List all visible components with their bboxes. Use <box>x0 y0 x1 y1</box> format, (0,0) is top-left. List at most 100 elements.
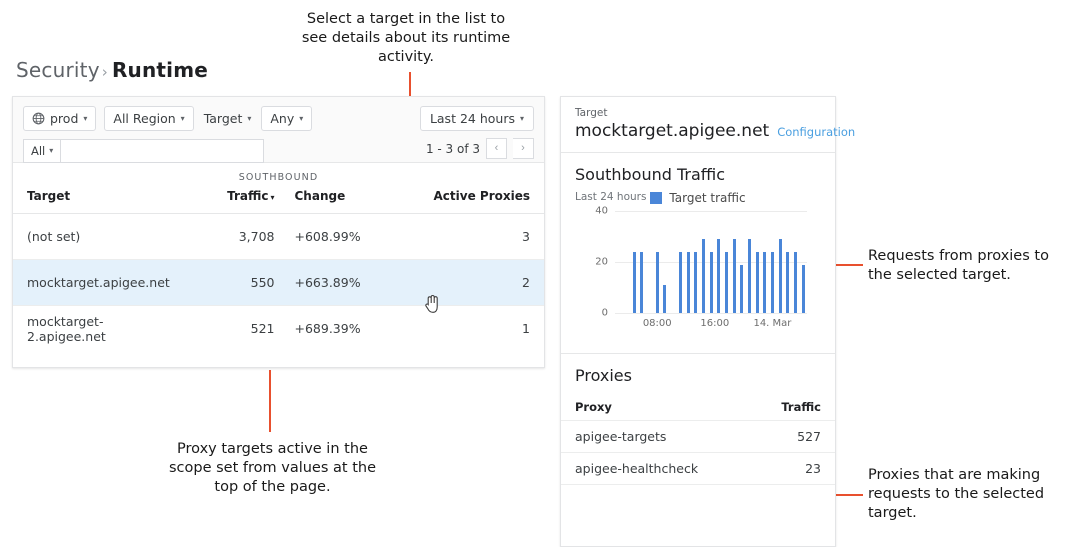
table-row[interactable]: mocktarget-2.apigee.net 521 +689.39% 1 <box>13 305 544 352</box>
filter-chip-row: prod ▾ All Region ▾ Target ▾ Any ▾ <box>23 106 534 131</box>
chart-bar-slot <box>615 211 623 313</box>
chart-bar <box>763 251 767 313</box>
southbound-traffic-title: Southbound Traffic <box>575 165 726 184</box>
y-axis-tick-0: 0 <box>601 307 608 319</box>
list-item[interactable]: apigee-targets 527 <box>561 421 835 453</box>
breadcrumb-parent[interactable]: Security <box>16 58 100 82</box>
chart-bar-slot <box>776 211 784 313</box>
detail-target-name: mocktarget.apigee.net <box>575 121 770 141</box>
y-axis-tick-20: 20 <box>595 256 608 268</box>
target-dimension-filter[interactable]: Target ▾ <box>202 106 254 131</box>
leader-line-proxies <box>836 494 863 496</box>
chart-bar-slot <box>692 211 700 313</box>
chart-bar <box>724 251 728 313</box>
globe-icon <box>32 112 45 125</box>
proxies-column-proxy: Proxy <box>575 400 612 414</box>
detail-title-row: mocktarget.apigee.net Configuration <box>575 121 855 141</box>
chart-bar <box>655 251 659 313</box>
scope-select[interactable]: All ▾ <box>23 139 61 163</box>
mouse-cursor-icon <box>424 294 440 314</box>
env-filter[interactable]: prod ▾ <box>23 106 97 131</box>
chart-bar <box>755 251 759 313</box>
chart-bar <box>686 251 690 313</box>
filter-bar: prod ▾ All Region ▾ Target ▾ Any ▾ <box>13 97 544 163</box>
chart-bar-slot <box>684 211 692 313</box>
annotation-requests-from-proxies: Requests from proxies to the selected ta… <box>868 248 1049 283</box>
sort-descending-icon: ▾ <box>270 193 275 202</box>
cell-target: (not set) <box>27 229 81 244</box>
chevron-down-icon: ▾ <box>49 146 54 155</box>
chart-bar <box>678 251 682 313</box>
chart-bar-slot <box>746 211 754 313</box>
table-row[interactable]: (not set) 3,708 +608.99% 3 <box>13 214 544 260</box>
x-axis-tick: 16:00 <box>700 318 730 329</box>
cell-change: +689.39% <box>278 305 412 352</box>
chart-bar-slot <box>661 211 669 313</box>
chart-bar-slot <box>630 211 638 313</box>
table-row[interactable]: mocktarget.apigee.net 550 +663.89% 2 <box>13 259 544 306</box>
chart-bar <box>732 239 736 313</box>
configuration-link[interactable]: Configuration <box>777 125 856 139</box>
chart-bar <box>701 239 705 313</box>
chart-bar-slot <box>784 211 792 313</box>
chart-bar <box>740 264 744 313</box>
pagination: 1 - 3 of 3 ‹ › <box>426 138 534 159</box>
cell-change: +608.99% <box>294 229 361 244</box>
x-axis-tick: 14. Mar <box>753 318 792 329</box>
chart-bar <box>709 251 713 313</box>
column-header-traffic[interactable]: Traffic ▾ <box>145 185 279 214</box>
chart-bar-slot <box>669 211 677 313</box>
search-input[interactable] <box>61 140 264 162</box>
group-header-southbound: SOUTHBOUND <box>238 172 319 183</box>
time-range-filter[interactable]: Last 24 hours ▾ <box>419 106 534 131</box>
chart-bar-slot <box>646 211 654 313</box>
chart-bars <box>615 211 807 313</box>
chart-bar-slot <box>730 211 738 313</box>
chart-bar <box>786 251 790 313</box>
cell-traffic: 550 <box>145 259 279 306</box>
time-range-label: Last 24 hours <box>429 111 515 126</box>
cell-target: mocktarget-2.apigee.net <box>13 305 146 352</box>
page-title: Runtime <box>111 58 209 82</box>
proxy-name: apigee-targets <box>575 429 667 444</box>
group-header-spacer-right <box>411 163 544 185</box>
chart-bar-slot <box>723 211 731 313</box>
chart-bar-slot <box>623 211 631 313</box>
chart-bar <box>694 251 698 313</box>
chart-bar <box>632 251 636 313</box>
annotation-proxies-making-requests: Proxies that are making requests to the … <box>868 467 1045 521</box>
target-value-filter[interactable]: Any ▾ <box>261 106 313 131</box>
group-header-spacer-left <box>13 163 146 185</box>
targets-table: SOUTHBOUND Target Traffic ▾ Change Active… <box>13 163 544 352</box>
chart-bar <box>794 251 798 313</box>
breadcrumb-separator-icon: › <box>101 63 108 81</box>
chart-bar-slot <box>738 211 746 313</box>
list-item[interactable]: apigee-healthcheck 23 <box>561 453 835 485</box>
southbound-traffic-chart: 40 20 0 08:00 16:00 14. Mar <box>575 206 821 335</box>
chart-bar <box>748 239 752 313</box>
chevron-down-icon: ▾ <box>247 113 252 123</box>
panel-divider <box>561 353 835 354</box>
column-header-traffic-label: Traffic <box>227 189 269 203</box>
chart-bar <box>778 239 782 313</box>
detail-header: Target mocktarget.apigee.net Configurati… <box>561 97 855 153</box>
chart-bar <box>771 251 775 313</box>
column-header-target[interactable]: Target <box>13 185 146 214</box>
target-dimension-label: Target <box>203 111 243 126</box>
next-page-button[interactable]: › <box>513 138 534 159</box>
proxy-traffic: 527 <box>797 429 821 444</box>
prev-page-button[interactable]: ‹ <box>486 138 507 159</box>
search-box[interactable] <box>60 139 265 163</box>
detail-panel: Target mocktarget.apigee.net Configurati… <box>560 96 855 547</box>
chart-bar-slot <box>653 211 661 313</box>
chart-legend: Target traffic <box>575 191 821 205</box>
table-group-header-row: SOUTHBOUND <box>13 163 544 185</box>
column-header-change[interactable]: Change <box>278 185 412 214</box>
search-row: All ▾ <box>23 139 534 163</box>
region-filter[interactable]: All Region ▾ <box>104 106 194 131</box>
column-header-active-proxies[interactable]: Active Proxies <box>411 185 544 214</box>
x-axis-tick: 08:00 <box>642 318 672 329</box>
breadcrumb: Security › Runtime <box>16 58 208 82</box>
env-filter-label: prod <box>50 111 79 126</box>
